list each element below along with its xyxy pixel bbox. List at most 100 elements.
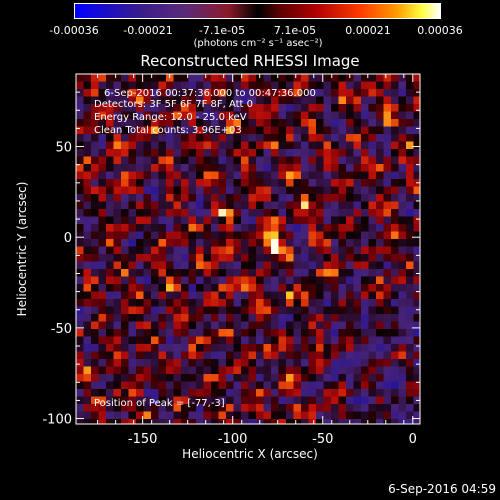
heatmap-cell xyxy=(113,89,122,97)
heatmap-cell xyxy=(121,111,129,120)
heatmap-cell xyxy=(338,359,347,367)
heatmap-cell xyxy=(91,419,99,424)
heatmap-cell xyxy=(301,344,309,352)
heatmap-cell xyxy=(173,149,182,157)
heatmap-cell xyxy=(136,224,144,232)
heatmap-cell xyxy=(121,396,129,405)
heatmap-cell xyxy=(368,171,377,180)
heatmap-cell xyxy=(406,74,414,82)
heatmap-cell xyxy=(406,186,414,195)
heatmap-cell xyxy=(218,404,227,412)
heatmap-cell xyxy=(158,119,167,127)
heatmap-cell xyxy=(76,306,84,315)
heatmap-cell xyxy=(278,374,287,382)
heatmap-cell xyxy=(166,404,174,412)
heatmap-cell xyxy=(241,156,249,165)
heatmap-cell xyxy=(278,359,287,367)
annotation-time-range: 6-Sep-2016 00:37:36.000 to 00:47:36.000 xyxy=(104,88,316,99)
heatmap-cell xyxy=(323,351,332,360)
heatmap-cell xyxy=(226,306,234,315)
heatmap-cell xyxy=(203,269,212,277)
heatmap-cell xyxy=(368,404,377,412)
heatmap-cell xyxy=(218,134,227,142)
heatmap-cell xyxy=(188,366,197,375)
heatmap-cell xyxy=(278,404,287,412)
heatmap-cell xyxy=(98,389,107,397)
heatmap-cell xyxy=(188,96,197,105)
heatmap-cell xyxy=(323,179,332,187)
heatmap-cell xyxy=(106,291,114,300)
heatmap-cell xyxy=(241,411,249,420)
heatmap-cell xyxy=(383,291,392,300)
heatmap-cell xyxy=(166,351,174,360)
heatmap-cell xyxy=(166,306,174,315)
heatmap-cell xyxy=(286,201,294,210)
heatmap-cell xyxy=(376,396,384,405)
heatmap-cell xyxy=(368,299,377,307)
heatmap-cell xyxy=(83,336,92,345)
heatmap-cell xyxy=(308,239,317,247)
heatmap-cell xyxy=(173,96,182,105)
heatmap-cell xyxy=(241,254,249,262)
heatmap-cell xyxy=(241,299,249,307)
heatmap-cell xyxy=(256,321,264,330)
heatmap-cell xyxy=(301,104,309,112)
heatmap-cell xyxy=(383,186,392,195)
heatmap-cell xyxy=(218,374,227,382)
heatmap-cell xyxy=(173,336,182,345)
heatmap-cell xyxy=(323,366,332,375)
heatmap-cell xyxy=(383,231,392,240)
heatmap-cell xyxy=(106,111,114,120)
heatmap-cell xyxy=(361,74,369,82)
heatmap-cell xyxy=(106,269,114,277)
heatmap-cell xyxy=(286,111,294,120)
heatmap-cell xyxy=(361,201,369,210)
heatmap-cell xyxy=(143,111,152,120)
heatmap-cell xyxy=(338,351,347,360)
heatmap-cell xyxy=(331,359,339,367)
heatmap-cell xyxy=(241,284,249,292)
heatmap-cell xyxy=(398,389,407,397)
heatmap-cell xyxy=(106,389,114,397)
heatmap-cell xyxy=(218,194,227,202)
heatmap-cell xyxy=(233,404,242,412)
heatmap-cell xyxy=(218,419,227,424)
heatmap-cell xyxy=(91,119,99,127)
heatmap-cell xyxy=(173,209,182,217)
heatmap-cell xyxy=(391,134,399,142)
heatmap-cell xyxy=(188,269,197,277)
heatmap-cell xyxy=(188,74,197,82)
heatmap-cell xyxy=(376,96,384,105)
heatmap-cell xyxy=(271,366,279,375)
heatmap-cell xyxy=(263,231,272,240)
heatmap-cell xyxy=(181,419,189,424)
heatmap-cell xyxy=(218,224,227,232)
heatmap-cell xyxy=(383,239,392,247)
heatmap-cell xyxy=(323,404,332,412)
heatmap-cell xyxy=(271,269,279,277)
heatmap-cell xyxy=(203,359,212,367)
heatmap-cell xyxy=(338,96,347,105)
heatmap-cell xyxy=(121,366,129,375)
heatmap-cell xyxy=(271,186,279,195)
heatmap-cell xyxy=(76,351,84,360)
heatmap-cell xyxy=(143,246,152,255)
heatmap-cell xyxy=(151,276,159,285)
heatmap-cell xyxy=(91,291,99,300)
heatmap-cell xyxy=(143,396,152,405)
heatmap-cell xyxy=(271,291,279,300)
heatmap-cell xyxy=(151,351,159,360)
heatmap-cell xyxy=(383,224,392,232)
heatmap-cell xyxy=(233,329,242,337)
heatmap-cell xyxy=(256,254,264,262)
heatmap-cell xyxy=(241,404,249,412)
heatmap-cell xyxy=(83,186,92,195)
heatmap-cell xyxy=(413,329,420,337)
heatmap-cell xyxy=(256,381,264,390)
heatmap-cell xyxy=(398,209,407,217)
heatmap-cell xyxy=(256,276,264,285)
heatmap-cell xyxy=(383,141,392,150)
heatmap-cell xyxy=(316,134,324,142)
heatmap-cell xyxy=(248,149,257,157)
heatmap-cell xyxy=(346,171,354,180)
